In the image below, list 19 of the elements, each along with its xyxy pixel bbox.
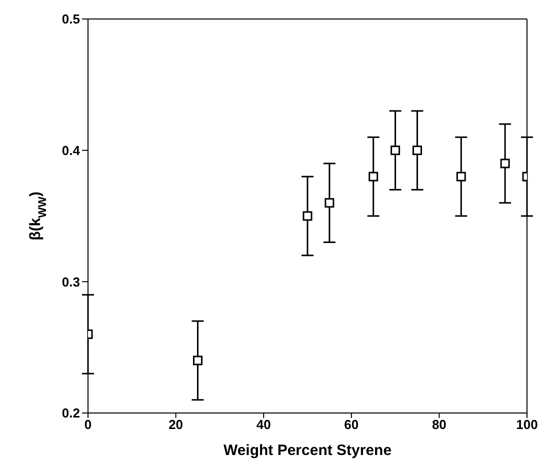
x-tick-label: 100 <box>516 417 538 432</box>
point <box>324 198 334 208</box>
point <box>456 172 466 182</box>
y-tick-label: 0.5 <box>62 12 80 27</box>
point <box>500 158 510 168</box>
point <box>193 356 202 366</box>
x-tick-label: 20 <box>168 417 184 432</box>
y-tick-label: 0.2 <box>62 406 80 421</box>
point <box>302 211 312 221</box>
point <box>390 146 400 156</box>
y-tick-label: 0.3 <box>62 274 80 290</box>
x-tick-label: 60 <box>344 417 359 432</box>
x-axis-title: Weight Percent Styrene <box>223 442 392 459</box>
x-tick-label: 40 <box>256 417 271 432</box>
point <box>368 172 378 182</box>
x-tick-label: 0 <box>84 417 92 432</box>
x-tick-label: 80 <box>432 417 446 432</box>
point <box>412 146 422 156</box>
y-tick-label: 0.4 <box>62 142 81 158</box>
